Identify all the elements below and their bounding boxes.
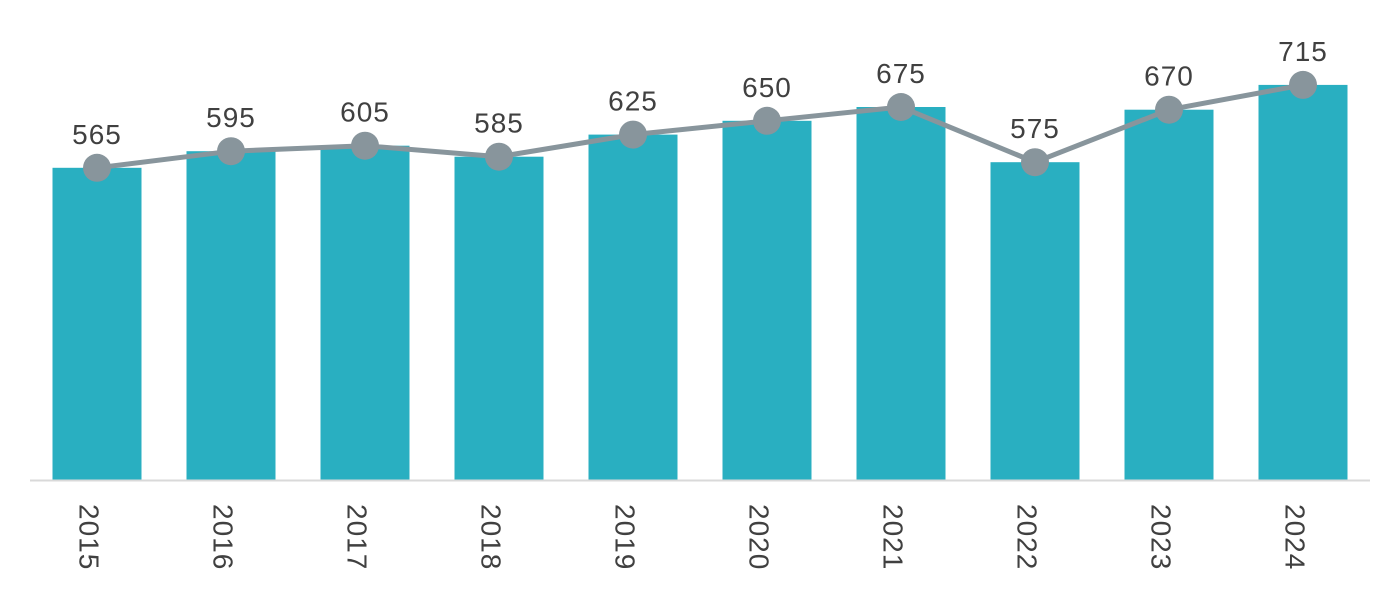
data-label-2015: 565 xyxy=(72,119,122,150)
x-tick-2022: 2022 xyxy=(1012,504,1043,570)
x-tick-2019: 2019 xyxy=(610,504,641,570)
line-marker-2018 xyxy=(485,142,513,171)
x-tick-2020: 2020 xyxy=(744,504,775,570)
line-marker-2016 xyxy=(217,137,245,166)
data-label-2022: 575 xyxy=(1010,113,1060,144)
bar-series xyxy=(52,84,1348,481)
data-label-2023: 670 xyxy=(1144,61,1194,92)
x-tick-2018: 2018 xyxy=(476,504,507,570)
line-marker-2023 xyxy=(1155,95,1183,124)
bar-2016 xyxy=(186,151,276,480)
bar-2019 xyxy=(588,134,678,480)
bar-2017 xyxy=(320,145,410,480)
bar-2015 xyxy=(52,167,142,481)
data-labels: 565 595 605 585 625 650 675 575 670 715 xyxy=(72,36,1328,150)
bar-2021 xyxy=(856,107,946,480)
line-series xyxy=(83,70,1317,182)
x-tick-2021: 2021 xyxy=(878,504,909,570)
data-label-2021: 675 xyxy=(876,58,926,89)
line-marker-2022 xyxy=(1021,148,1049,177)
x-tick-2024: 2024 xyxy=(1280,504,1311,570)
x-tick-2023: 2023 xyxy=(1146,504,1177,570)
data-label-2017: 605 xyxy=(340,97,390,128)
line-marker-2017 xyxy=(351,131,379,160)
line-marker-2024 xyxy=(1289,70,1317,99)
line-marker-2020 xyxy=(753,106,781,135)
bar-2022 xyxy=(990,162,1080,480)
bar-2018 xyxy=(454,156,544,480)
data-label-2018: 585 xyxy=(474,108,524,139)
data-label-2019: 625 xyxy=(608,86,658,117)
x-tick-2017: 2017 xyxy=(342,504,373,570)
x-tick-2015: 2015 xyxy=(74,504,105,570)
x-tick-labels: 2015 2016 2017 2018 2019 2020 2021 2022 2023 2024 xyxy=(74,504,1311,570)
data-label-2016: 595 xyxy=(206,102,256,133)
line-marker-2015 xyxy=(83,153,111,182)
data-label-2020: 650 xyxy=(742,72,792,103)
data-label-2024: 715 xyxy=(1278,36,1328,67)
bar-2020 xyxy=(722,120,812,481)
bar-2024 xyxy=(1258,84,1348,481)
line-path xyxy=(96,82,1304,171)
x-tick-2016: 2016 xyxy=(208,504,239,570)
bar-2023 xyxy=(1124,109,1214,480)
line-marker-2019 xyxy=(619,120,647,149)
line-marker-2021 xyxy=(887,93,915,121)
